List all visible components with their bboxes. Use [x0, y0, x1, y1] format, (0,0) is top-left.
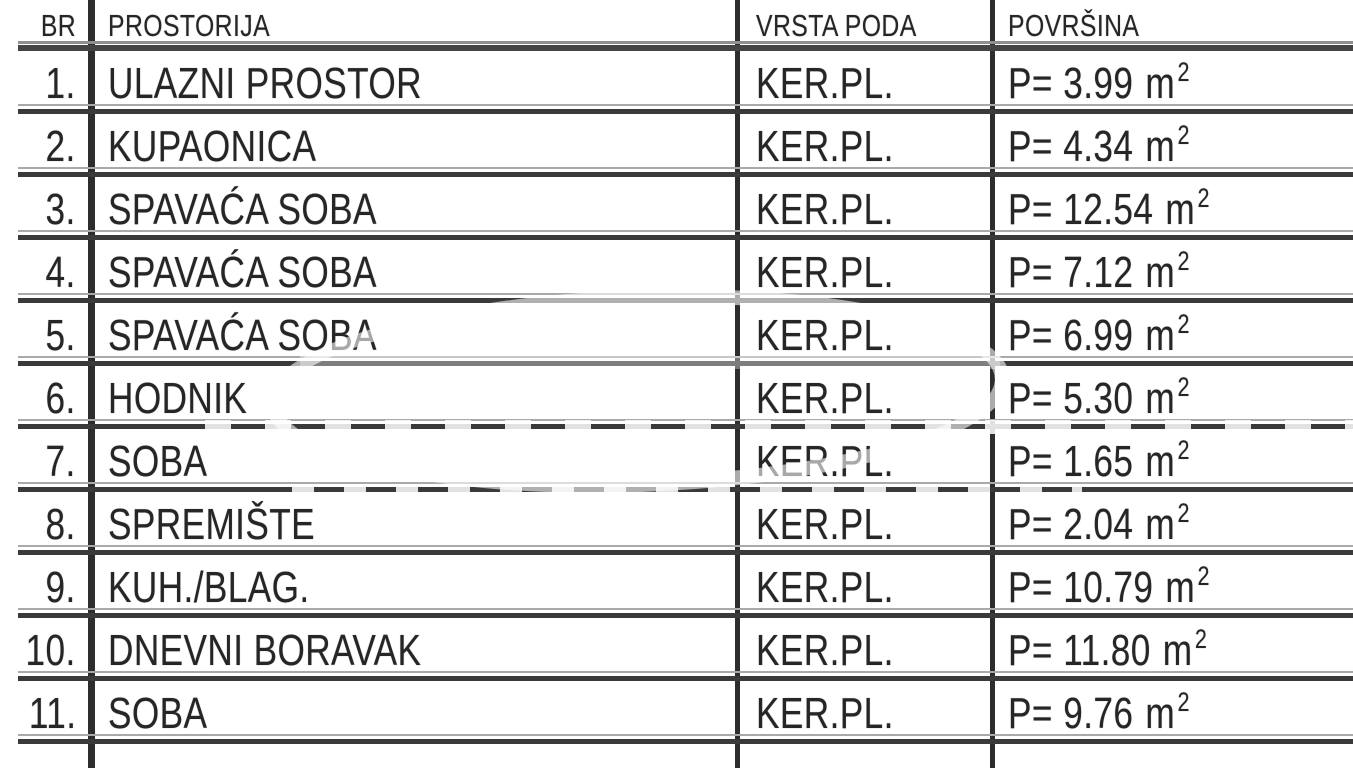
cell-room: HODNIK — [95, 367, 740, 430]
cell-area: P= 2.04 m2 — [1008, 497, 1190, 549]
cell-room: KUPAONICA — [95, 115, 740, 178]
cell-area: P= 4.34 m2 — [1008, 119, 1190, 171]
cell-number: 10. — [0, 619, 95, 682]
cell-number: 1. — [0, 52, 95, 115]
cell-floor: KER.PL. — [740, 430, 995, 493]
table-header-row: BR PROSTORIJA VRSTA PODA POVRŠINA — [0, 0, 1353, 52]
table-row: 7. SOBA KER.PL. P= 1.65 m2 — [0, 430, 1353, 493]
cell-number: 11. — [0, 682, 95, 745]
cell-floor: KER.PL. — [740, 115, 995, 178]
table-row: 3. SPAVAĆA SOBA KER.PL. P= 12.54 m2 — [0, 178, 1353, 241]
cell-room: KUH./BLAG. — [95, 556, 740, 619]
superscript-2: 2 — [1177, 308, 1190, 339]
table-row: 5. SPAVAĆA SOBA KER.PL. P= 6.99 m2 — [0, 304, 1353, 367]
cell-floor: KER.PL. — [740, 619, 995, 682]
header-label-area: POVRŠINA — [1008, 8, 1140, 43]
table-row: 11. SOBA KER.PL. P= 9.76 m2 — [0, 682, 1353, 745]
cell-number: 7. — [0, 430, 95, 493]
cell-room: SOBA — [95, 682, 740, 745]
table-row: 9. KUH./BLAG. KER.PL. P= 10.79 m2 — [0, 556, 1353, 619]
superscript-2: 2 — [1177, 56, 1190, 87]
cell-floor: KER.PL. — [740, 556, 995, 619]
superscript-2: 2 — [1177, 497, 1190, 528]
header-cell-floor: VRSTA PODA — [740, 0, 995, 52]
cell-floor: KER.PL. — [740, 367, 995, 430]
cell-floor: KER.PL. — [740, 304, 995, 367]
cell-number: 3. — [0, 178, 95, 241]
cell-number: 4. — [0, 241, 95, 304]
cell-floor: KER.PL. — [740, 52, 995, 115]
cell-area: P= 6.99 m2 — [1008, 308, 1190, 360]
superscript-2: 2 — [1177, 119, 1190, 150]
cell-area: P= 9.76 m2 — [1008, 686, 1190, 738]
cell-number: 5. — [0, 304, 95, 367]
header-cell-area: POVRŠINA — [995, 0, 1353, 52]
cell-floor: KER.PL. — [740, 178, 995, 241]
cell-room: DNEVNI BORAVAK — [95, 619, 740, 682]
cell-number: 8. — [0, 493, 95, 556]
cell-area: P= 7.12 m2 — [1008, 245, 1190, 297]
cell-area: P= 12.54 m2 — [1008, 182, 1210, 234]
header-label-floor: VRSTA PODA — [756, 8, 917, 43]
cell-number: 6. — [0, 367, 95, 430]
cell-room: SPAVAĆA SOBA — [95, 241, 740, 304]
table-row: 1. ULAZNI PROSTOR KER.PL. P= 3.99 m2 — [0, 52, 1353, 115]
header-cell-br: BR — [0, 0, 95, 52]
superscript-2: 2 — [1197, 182, 1210, 213]
cell-number: 9. — [0, 556, 95, 619]
cell-number: 2. — [0, 115, 95, 178]
table-row: 6. HODNIK KER.PL. P= 5.30 m2 — [0, 367, 1353, 430]
header-label-room: PROSTORIJA — [108, 8, 271, 43]
superscript-2: 2 — [1177, 434, 1190, 465]
superscript-2: 2 — [1177, 371, 1190, 402]
cell-floor: KER.PL. — [740, 493, 995, 556]
cell-floor: KER.PL. — [740, 682, 995, 745]
cell-area: P= 10.79 m2 — [1008, 560, 1210, 612]
cell-floor: KER.PL. — [740, 241, 995, 304]
header-cell-room: PROSTORIJA — [95, 0, 740, 52]
superscript-2: 2 — [1177, 245, 1190, 276]
table-row: 10. DNEVNI BORAVAK KER.PL. P= 11.80 m2 — [0, 619, 1353, 682]
superscript-2: 2 — [1194, 623, 1207, 654]
table-row-empty — [0, 745, 1353, 768]
cell-area: P= 3.99 m2 — [1008, 56, 1190, 108]
cell-room: ULAZNI PROSTOR — [95, 52, 740, 115]
cell-area: P= 1.65 m2 — [1008, 434, 1190, 486]
cell-room: SOBA — [95, 430, 740, 493]
header-label-br: BR — [40, 8, 76, 43]
cell-room: SPAVAĆA SOBA — [95, 304, 740, 367]
cell-area: P= 11.80 m2 — [1008, 623, 1207, 675]
cell-room: SPREMIŠTE — [95, 493, 740, 556]
table-row: 2. KUPAONICA KER.PL. P= 4.34 m2 — [0, 115, 1353, 178]
superscript-2: 2 — [1197, 560, 1210, 591]
table-row: 4. SPAVAĆA SOBA KER.PL. P= 7.12 m2 — [0, 241, 1353, 304]
cell-area: P= 5.30 m2 — [1008, 371, 1190, 423]
table-row: 8. SPREMIŠTE KER.PL. P= 2.04 m2 — [0, 493, 1353, 556]
superscript-2: 2 — [1177, 686, 1190, 717]
cell-room: SPAVAĆA SOBA — [95, 178, 740, 241]
